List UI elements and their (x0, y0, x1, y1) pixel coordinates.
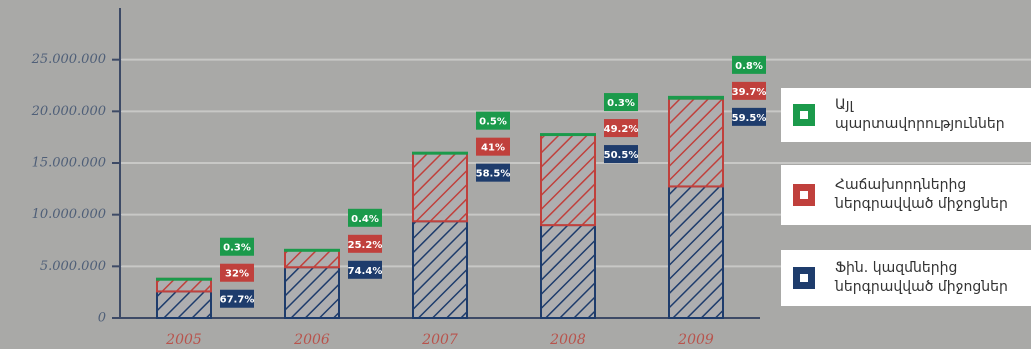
label-box (220, 237, 254, 256)
y-tick-label: 10.000.000 (32, 207, 106, 222)
bar-segment (284, 248, 340, 252)
label-box (348, 260, 382, 279)
y-tick-label: 5.000.000 (40, 259, 106, 274)
label-box (220, 289, 254, 308)
bar-segment (156, 277, 212, 293)
y-tick-label: 25.000.000 (31, 52, 106, 67)
data-label: 74.4% (348, 266, 383, 277)
bar-segment (412, 151, 468, 155)
label-box (732, 81, 766, 100)
legend-item: Հաճախորդներից ներգրավված միջոցներ (781, 165, 1031, 225)
bar-segment (668, 95, 724, 100)
y-tick-label: 20.000.000 (31, 104, 106, 119)
label-box (604, 119, 638, 138)
legend-label: Ֆին. կազմներից ներգրավված միջոցներ (835, 260, 1008, 295)
label-box (604, 93, 638, 112)
data-label: 0.3% (223, 243, 251, 254)
x-tick-label: 2005 (165, 332, 202, 348)
bar-segment (668, 185, 724, 319)
bar-segment (284, 249, 340, 269)
label-box (732, 55, 766, 74)
bar-segment (540, 224, 596, 319)
x-tick-label: 2008 (549, 332, 586, 348)
bar-segment (412, 220, 468, 319)
data-label: 0.8% (735, 61, 763, 72)
label-box (476, 111, 510, 130)
label-box (476, 163, 510, 182)
legend-item: Այլ պարտավորություններ (781, 88, 1031, 142)
data-label: 58.5% (476, 169, 511, 180)
data-label: 0.4% (351, 214, 379, 225)
label-box (220, 263, 254, 282)
data-label: 0.5% (479, 117, 507, 128)
x-tick-label: 2009 (677, 332, 714, 348)
x-tick-label: 2007 (421, 332, 458, 348)
y-tick-label: 0 (98, 311, 106, 326)
label-box (604, 145, 638, 164)
legend-swatch (793, 184, 815, 206)
data-label: 0.3% (607, 98, 635, 109)
label-box (348, 234, 382, 253)
legend-swatch (793, 267, 815, 289)
bar-segment (540, 133, 596, 137)
label-box (348, 208, 382, 227)
bar-segment (668, 97, 724, 188)
legend-item: Ֆին. կազմներից ներգրավված միջոցներ (781, 250, 1031, 306)
legend-label: Այլ պարտավորություններ (835, 97, 1005, 132)
bar-segment (156, 290, 212, 320)
legend-swatch (793, 104, 815, 126)
y-tick-label: 15.000.000 (32, 156, 106, 171)
data-label: 41% (481, 143, 505, 154)
x-tick-label: 2006 (293, 332, 330, 348)
data-label: 49.2% (604, 124, 639, 135)
data-label: 32% (225, 269, 249, 280)
legend-label: Հաճախորդներից ներգրավված միջոցներ (835, 177, 1008, 212)
bar-segment (412, 152, 468, 223)
bar-segment (284, 266, 340, 319)
data-label: 67.7% (220, 295, 255, 306)
data-label: 59.5% (732, 113, 767, 124)
label-box (476, 137, 510, 156)
bar-segment (156, 277, 212, 281)
label-box (732, 107, 766, 126)
data-label: 39.7% (732, 87, 767, 98)
data-label: 25.2% (348, 240, 383, 251)
data-label: 50.5% (604, 150, 639, 161)
bar-segment (540, 133, 596, 227)
